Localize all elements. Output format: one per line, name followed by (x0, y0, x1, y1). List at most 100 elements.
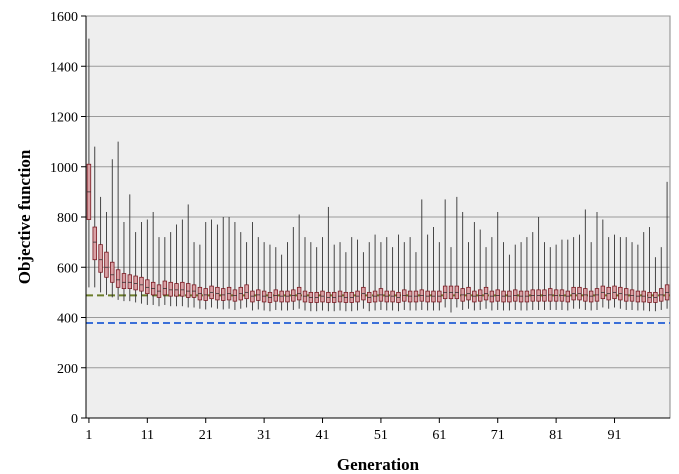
box-generation-79 (542, 242, 547, 310)
x-tick-label: 41 (316, 428, 330, 443)
box-generation-11 (145, 219, 150, 305)
box-series (86, 38, 670, 313)
box-generation-69 (483, 247, 489, 309)
box (110, 261, 115, 283)
box-generation-91 (612, 234, 617, 308)
x-tick-label: 21 (199, 428, 213, 443)
box-generation-90 (606, 237, 611, 309)
box-generation-7 (121, 222, 127, 302)
box-generation-84 (571, 237, 576, 309)
box-generation-70 (489, 237, 495, 311)
box (244, 284, 249, 300)
box-generation-20 (197, 244, 203, 309)
box-generation-55 (402, 242, 407, 310)
box-generation-54 (396, 234, 401, 312)
box-generation-43 (331, 244, 337, 312)
y-tick-label: 1600 (50, 10, 78, 25)
box-generation-59 (425, 234, 430, 311)
box-generation-21 (203, 222, 208, 310)
box-generation-61 (437, 242, 442, 311)
box (121, 273, 127, 290)
gridlines (86, 15, 670, 369)
x-tick-label: 1 (85, 428, 92, 443)
box-generation-53 (390, 247, 395, 311)
box-generation-3 (98, 196, 103, 293)
box (115, 269, 121, 288)
box-generation-72 (501, 242, 506, 311)
box-generation-86 (583, 209, 588, 310)
x-tick-label: 61 (432, 428, 446, 443)
box-generation-47 (355, 239, 360, 311)
box-generation-74 (513, 244, 518, 310)
box-generation-81 (553, 244, 559, 310)
box-generation-30 (256, 237, 261, 310)
box-generation-17 (180, 219, 185, 307)
box-generation-94 (629, 242, 635, 310)
box-generation-51 (378, 242, 384, 310)
box-generation-98 (653, 257, 658, 312)
box-generation-92 (618, 237, 623, 309)
box-generation-65 (460, 211, 465, 310)
box-generation-76 (524, 237, 530, 311)
box-generation-68 (477, 229, 483, 310)
box-generation-66 (466, 242, 471, 309)
box-generation-64 (454, 196, 460, 308)
box-generation-95 (635, 244, 641, 311)
box (104, 251, 109, 278)
box-generation-83 (565, 239, 571, 311)
box-generation-9 (133, 232, 138, 303)
x-tick-label: 11 (141, 428, 154, 443)
box-generation-27 (238, 232, 243, 309)
x-tick-label: 71 (491, 428, 505, 443)
box-generation-52 (384, 237, 389, 311)
box-generation-73 (507, 254, 512, 311)
box-generation-4 (104, 211, 109, 295)
box-generation-56 (407, 237, 413, 311)
box-generation-99 (659, 247, 664, 310)
x-tick-label: 51 (374, 428, 388, 443)
box (185, 283, 191, 298)
box-generation-39 (308, 242, 314, 312)
x-axis-label: Generation (337, 455, 420, 474)
box-generation-22 (209, 219, 214, 308)
box-generation-93 (623, 237, 629, 310)
box-generation-19 (191, 242, 197, 308)
box-generation-41 (320, 237, 325, 311)
box-generation-82 (559, 239, 565, 310)
box-generation-24 (221, 217, 226, 310)
box-generation-1 (86, 38, 92, 288)
box-generation-12 (150, 211, 156, 305)
box (127, 274, 133, 290)
y-tick-label: 1400 (50, 60, 78, 75)
box-generation-34 (279, 254, 284, 311)
box-generation-45 (343, 252, 349, 312)
box-generation-37 (296, 214, 302, 309)
x-tick-label: 81 (549, 428, 563, 443)
box-generation-100 (664, 181, 670, 309)
box-generation-32 (267, 244, 273, 312)
box-generation-77 (530, 232, 535, 310)
box-generation-29 (250, 222, 255, 311)
box-generation-42 (326, 206, 331, 312)
box-generation-28 (244, 242, 249, 308)
y-tick-label: 1000 (50, 161, 78, 176)
box-generation-87 (588, 242, 594, 311)
box-generation-33 (273, 247, 279, 310)
box-generation-16 (174, 224, 179, 307)
box-generation-57 (413, 252, 419, 311)
box-generation-25 (226, 217, 232, 309)
box-generation-96 (641, 232, 646, 311)
box-generation-5 (110, 159, 115, 298)
box-generation-67 (472, 222, 477, 311)
box-generation-6 (115, 141, 121, 300)
box-generation-2 (92, 146, 97, 288)
box-generation-63 (448, 247, 454, 313)
box-generation-71 (495, 211, 500, 310)
x-tick-label: 91 (608, 428, 622, 443)
box-generation-75 (518, 242, 524, 311)
box-generation-88 (594, 211, 600, 310)
y-tick-label: 600 (57, 261, 78, 276)
y-tick-label: 200 (57, 362, 78, 377)
y-axis-label: Objective function (15, 149, 34, 284)
